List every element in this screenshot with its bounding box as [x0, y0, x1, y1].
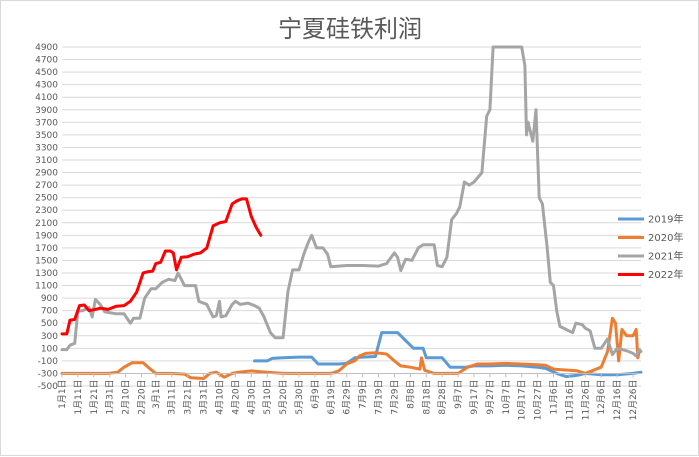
y-tick-label: 4100: [35, 93, 58, 103]
x-tick-label: 3月31日: [199, 379, 210, 414]
x-tick-label: 2月10日: [121, 379, 132, 414]
x-tick-label: 1月21日: [89, 379, 100, 414]
x-tick-label: 12月16日: [612, 379, 623, 420]
y-tick-label: 1700: [35, 244, 58, 254]
series-line-2022年: [60, 197, 263, 336]
x-tick-label: 1月31日: [105, 379, 116, 414]
x-tick-label: 5月30日: [294, 379, 305, 414]
y-tick-label: 700: [41, 307, 58, 317]
legend-label: 2021年: [648, 250, 683, 263]
x-tick-label: 3月11日: [167, 379, 178, 414]
x-tick-label: 6月29日: [342, 379, 353, 414]
chart-title: 宁夏硅铁利润: [278, 15, 422, 43]
y-tick-label: 3100: [35, 156, 58, 166]
y-tick-label: 3500: [35, 131, 58, 141]
legend-label: 2020年: [648, 231, 683, 244]
x-tick-label: 10月27日: [533, 379, 544, 420]
y-tick-label: 2300: [35, 206, 58, 216]
y-tick-label: 100: [41, 344, 58, 354]
y-tick-label: 2100: [35, 219, 58, 229]
x-tick-label: 1月1日: [57, 379, 68, 408]
x-tick-label: 6月9日: [310, 379, 321, 408]
y-tick-label: -100: [38, 357, 59, 367]
legend-label: 2022年: [648, 268, 683, 281]
x-tick-label: 2月20日: [137, 379, 148, 414]
y-tick-label: 300: [41, 332, 58, 342]
y-tick-label: 1900: [35, 231, 58, 241]
y-tick-label: 500: [41, 319, 58, 329]
x-tick-label: 12月26日: [628, 379, 639, 420]
x-tick-label: 4月20日: [230, 379, 241, 414]
x-tick-label: 9月17日: [469, 379, 480, 414]
y-tick-label: -300: [38, 369, 59, 379]
x-tick-label: 7月19日: [374, 379, 385, 414]
x-tick-label: 6月19日: [326, 379, 337, 414]
y-tick-label: -500: [38, 382, 59, 392]
y-tick-label: 4300: [35, 81, 58, 91]
y-tick-label: 3700: [35, 118, 58, 128]
x-tick-label: 10月17日: [517, 379, 528, 420]
x-tick-label: 3月21日: [183, 379, 194, 414]
x-tick-label: 11月26日: [580, 379, 591, 420]
x-tick-label: 9月7日: [453, 379, 464, 408]
x-tick-label: 3月1日: [151, 379, 162, 408]
x-tick-label: 1月11日: [73, 379, 84, 414]
x-tick-label: 7月9日: [358, 379, 369, 408]
grid-layer: [62, 46, 641, 387]
y-tick-label: 1100: [35, 282, 58, 292]
x-tick-label: 8月18日: [421, 379, 432, 414]
x-tick-label: 8月8日: [405, 379, 416, 408]
series-line-2020年: [60, 316, 641, 380]
x-tick-label: 10月7日: [501, 379, 512, 414]
x-tick-label: 7月29日: [389, 379, 400, 414]
y-tick-label: 4900: [35, 43, 58, 53]
series-line-2021年: [60, 45, 643, 358]
x-tick-label: 4月10日: [214, 379, 225, 414]
x-tick-label: 5月10日: [262, 379, 273, 414]
y-tick-label: 1300: [35, 269, 58, 279]
x-tick-label: 8月28日: [437, 379, 448, 414]
x-tick-label: 5月20日: [278, 379, 289, 414]
y-tick-label: 900: [41, 294, 58, 304]
x-axis: 1月1日 1月11日 1月21日 1月31日 2月10日 2月20日 3月1日 3月11日 3月…: [57, 372, 641, 420]
y-tick-label: 4700: [35, 56, 58, 66]
y-tick-label: 3300: [35, 143, 58, 153]
series-line-2019年: [253, 331, 643, 379]
y-axis-tick-labels: -500 -300 -100 100 300 500 700 900 1100 1300 1500 1…: [35, 43, 58, 392]
x-tick-label: 4月30日: [246, 379, 257, 414]
y-tick-label: 2700: [35, 181, 58, 191]
series-layer: [60, 45, 643, 380]
x-tick-label: 9月27日: [485, 379, 496, 414]
x-tick-label: 11月6日: [549, 379, 560, 414]
x-tick-label: 12月6日: [596, 379, 607, 414]
y-tick-label: 1500: [35, 256, 58, 266]
y-tick-label: 2500: [35, 194, 58, 204]
legend: 2019年 2020年 2021年 2022年: [618, 213, 683, 281]
legend-label: 2019年: [648, 213, 683, 226]
y-tick-label: 3900: [35, 106, 58, 116]
y-tick-label: 4500: [35, 68, 58, 78]
x-tick-label: 11月16日: [564, 379, 575, 420]
y-tick-label: 2900: [35, 169, 58, 179]
